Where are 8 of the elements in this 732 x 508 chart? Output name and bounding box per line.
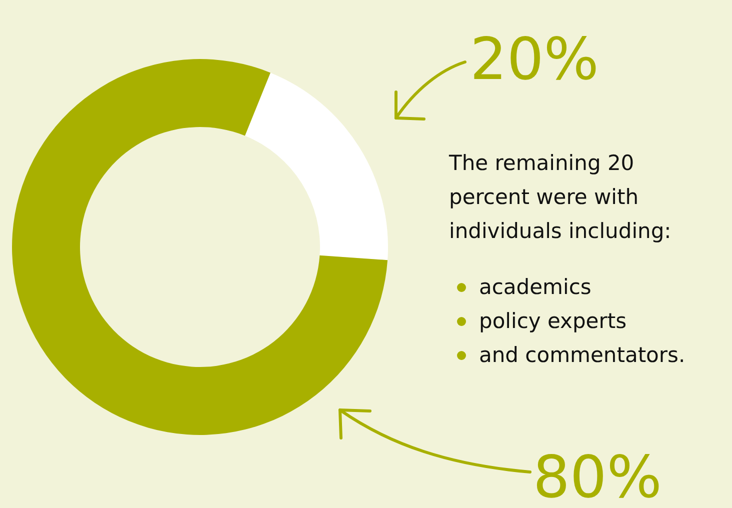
donut-slice xyxy=(12,59,388,435)
text: policy experts xyxy=(479,309,627,333)
data-label: 80% xyxy=(533,443,662,508)
text: The remaining 20 percent were with individuals including: xyxy=(449,150,672,245)
donut-slice xyxy=(244,72,388,260)
text: and commentators. xyxy=(479,343,686,367)
text: academics xyxy=(479,275,592,299)
data-label: 20% xyxy=(470,25,599,93)
